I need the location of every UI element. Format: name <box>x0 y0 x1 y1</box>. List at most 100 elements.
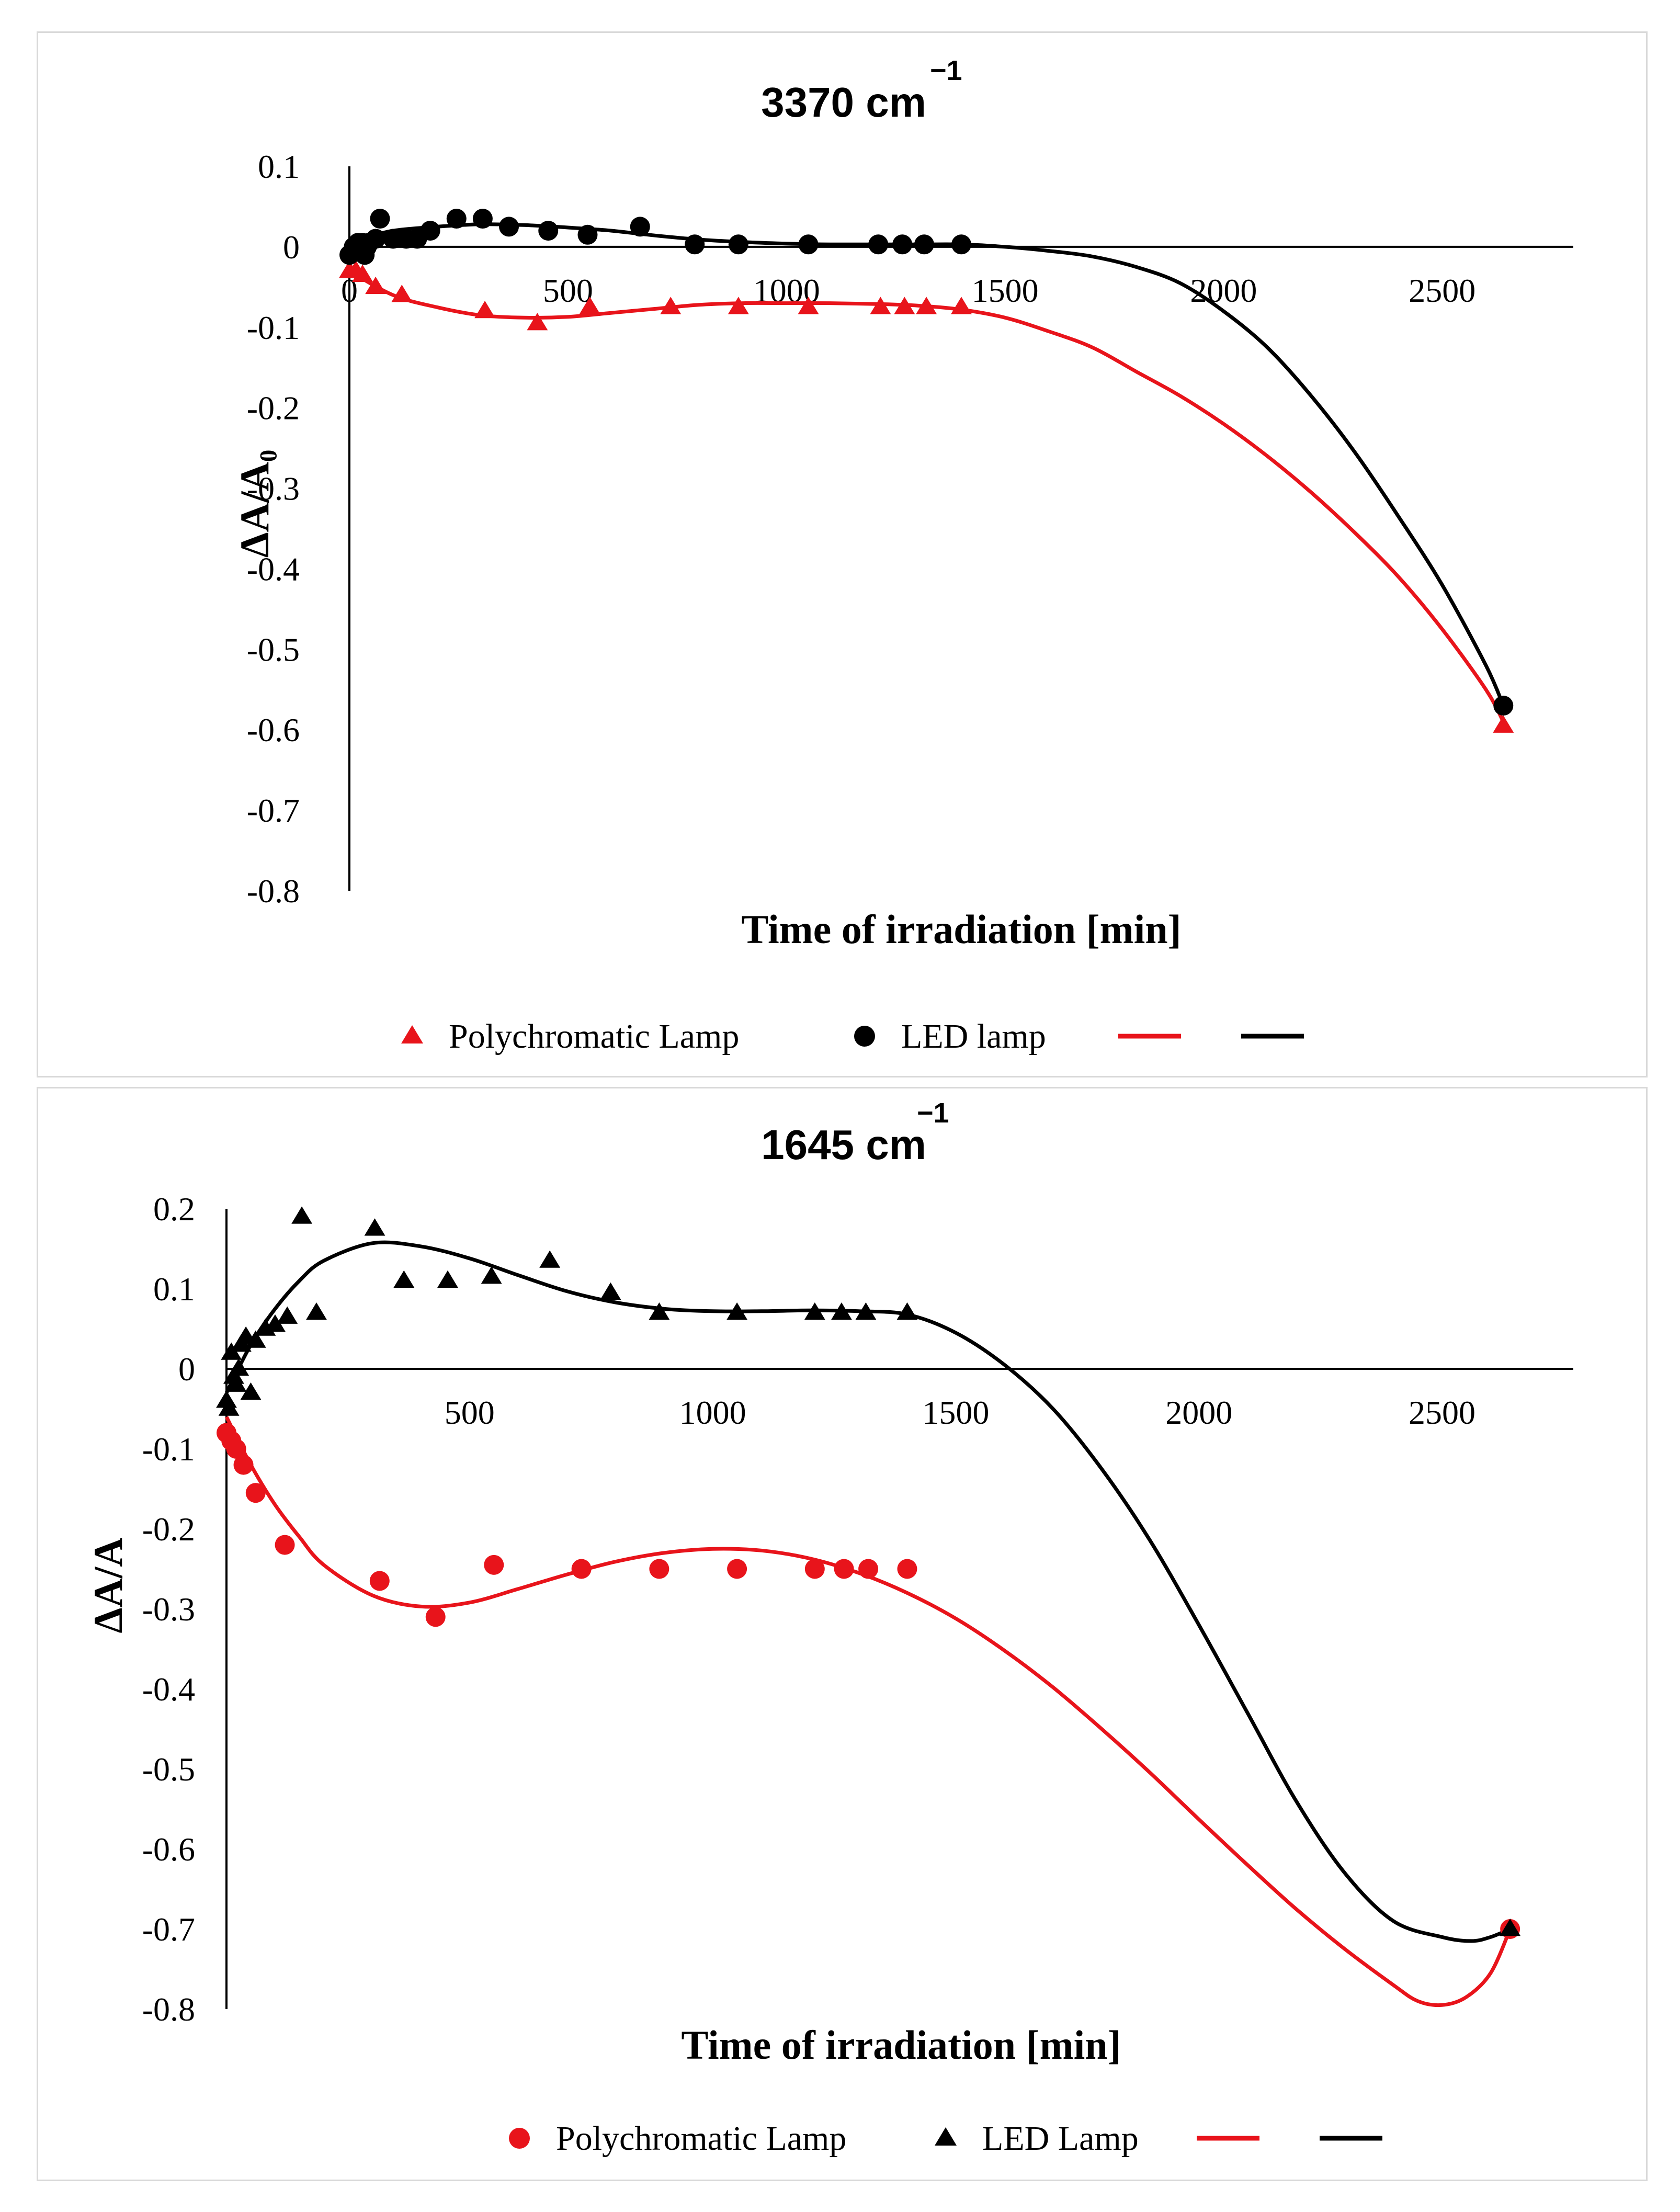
y-tick-label: -0.6 <box>142 1831 195 1868</box>
data-point <box>914 234 934 255</box>
legend-marker <box>854 1026 875 1047</box>
data-point <box>369 1571 390 1591</box>
data-point <box>370 209 390 229</box>
data-point <box>1493 715 1514 733</box>
x-tick-label: 1000 <box>679 1394 746 1431</box>
data-point <box>798 297 819 314</box>
data-point <box>275 1535 295 1555</box>
data-point <box>364 1218 385 1236</box>
data-point <box>218 1398 240 1416</box>
data-point <box>804 1302 825 1320</box>
data-point <box>571 1559 592 1579</box>
data-point <box>728 234 748 255</box>
y-tick-label: -0.8 <box>142 1991 195 2028</box>
y-tick-label: 0 <box>283 229 300 266</box>
data-point <box>577 224 598 245</box>
trend-line <box>348 222 1505 707</box>
x-axis-title: Time of irradiation [min] <box>741 906 1181 952</box>
data-point <box>225 1374 247 1392</box>
x-tick-label: 1500 <box>972 272 1039 309</box>
data-point <box>727 1559 747 1579</box>
y-tick-label: 0 <box>178 1351 195 1388</box>
y-tick-label: -0.2 <box>247 390 300 427</box>
y-tick-label: -0.8 <box>247 872 300 910</box>
data-point <box>649 1302 670 1320</box>
legend-label: LED lamp <box>901 1017 1046 1056</box>
chart-panel-1645: 1645 cm −1 0.2 0.1 0 -0.1 -0.2 -0.3 -0.4 -0.5 -0.6… <box>37 1087 1648 2181</box>
data-point <box>425 1607 446 1627</box>
data-point <box>600 1282 621 1300</box>
y-tick-label: -0.3 <box>247 470 300 507</box>
x-tick-label: 2000 <box>1165 1394 1232 1431</box>
data-point <box>858 1559 879 1579</box>
data-point <box>481 1266 502 1284</box>
data-point <box>527 313 548 331</box>
data-point <box>393 1270 415 1288</box>
data-point <box>474 301 496 319</box>
chart-title-superscript: −1 <box>930 55 962 86</box>
y-tick-label: 0.2 <box>153 1190 195 1228</box>
data-point <box>245 1483 266 1503</box>
x-tick-label: 2500 <box>1409 272 1475 309</box>
data-point <box>391 285 413 302</box>
y-tick-label: -0.4 <box>247 550 300 587</box>
trend-line <box>348 269 1505 723</box>
y-axis-title: ΔA/A <box>85 1537 131 1633</box>
data-point <box>897 1559 917 1579</box>
y-tick-label: -0.7 <box>142 1911 195 1948</box>
chart-title: 3370 cm <box>761 79 926 126</box>
data-point <box>233 1455 254 1475</box>
x-tick-label: 500 <box>543 272 593 309</box>
data-point <box>352 264 373 282</box>
y-tick-label: -0.3 <box>142 1591 195 1628</box>
data-point <box>228 1358 249 1376</box>
data-point <box>579 297 600 314</box>
data-point <box>499 217 519 237</box>
y-tick-label: -0.1 <box>142 1431 195 1468</box>
data-point <box>630 217 650 237</box>
data-point <box>798 234 819 255</box>
legend-label: Polychromatic Lamp <box>556 2119 846 2158</box>
data-point <box>892 234 913 255</box>
y-tick-label: -0.4 <box>142 1671 195 1708</box>
data-point <box>245 1330 266 1348</box>
data-point <box>240 1382 262 1400</box>
data-point <box>685 234 705 255</box>
data-point <box>660 297 682 314</box>
y-tick-label: 0.1 <box>258 148 300 185</box>
data-point <box>484 1555 504 1575</box>
legend-marker <box>509 2128 530 2149</box>
data-point <box>870 297 891 314</box>
data-point <box>437 1270 458 1288</box>
data-point <box>727 1302 748 1320</box>
data-point <box>728 297 749 314</box>
x-tick-label: 500 <box>445 1394 495 1431</box>
data-point <box>277 1306 298 1324</box>
data-point <box>538 221 559 241</box>
data-point <box>868 234 889 255</box>
chart-1645: 1645 cm−1 0.2 0.1 0 -0.1 -0.2 -0.3 -0.4 -0.5 -0.6… <box>85 1097 1573 2158</box>
data-point <box>306 1302 327 1320</box>
chart-title: 1645 cm <box>761 1121 926 1168</box>
data-point <box>951 297 972 314</box>
trend-line <box>224 1416 1512 2007</box>
y-axis-title: ΔA/A₀ <box>232 450 277 558</box>
data-point <box>855 1302 877 1320</box>
data-point <box>831 1302 852 1320</box>
data-point <box>420 221 440 241</box>
data-point <box>539 1250 561 1268</box>
legend-label: Polychromatic Lamp <box>449 1017 739 1056</box>
x-axis-title: Time of irradiation [min] <box>681 2022 1121 2068</box>
data-point <box>1500 1919 1521 1936</box>
data-point <box>265 1314 286 1332</box>
legend-label: LED Lamp <box>982 2119 1139 2158</box>
data-point <box>365 276 387 294</box>
y-tick-label: -0.5 <box>142 1751 195 1788</box>
trend-line <box>224 1240 1511 1943</box>
data-point <box>446 209 467 229</box>
data-point <box>951 234 971 255</box>
data-point <box>896 1302 918 1320</box>
data-point <box>226 1439 246 1459</box>
y-tick-label: -0.6 <box>247 711 300 748</box>
x-tick-label: 2000 <box>1190 272 1257 309</box>
